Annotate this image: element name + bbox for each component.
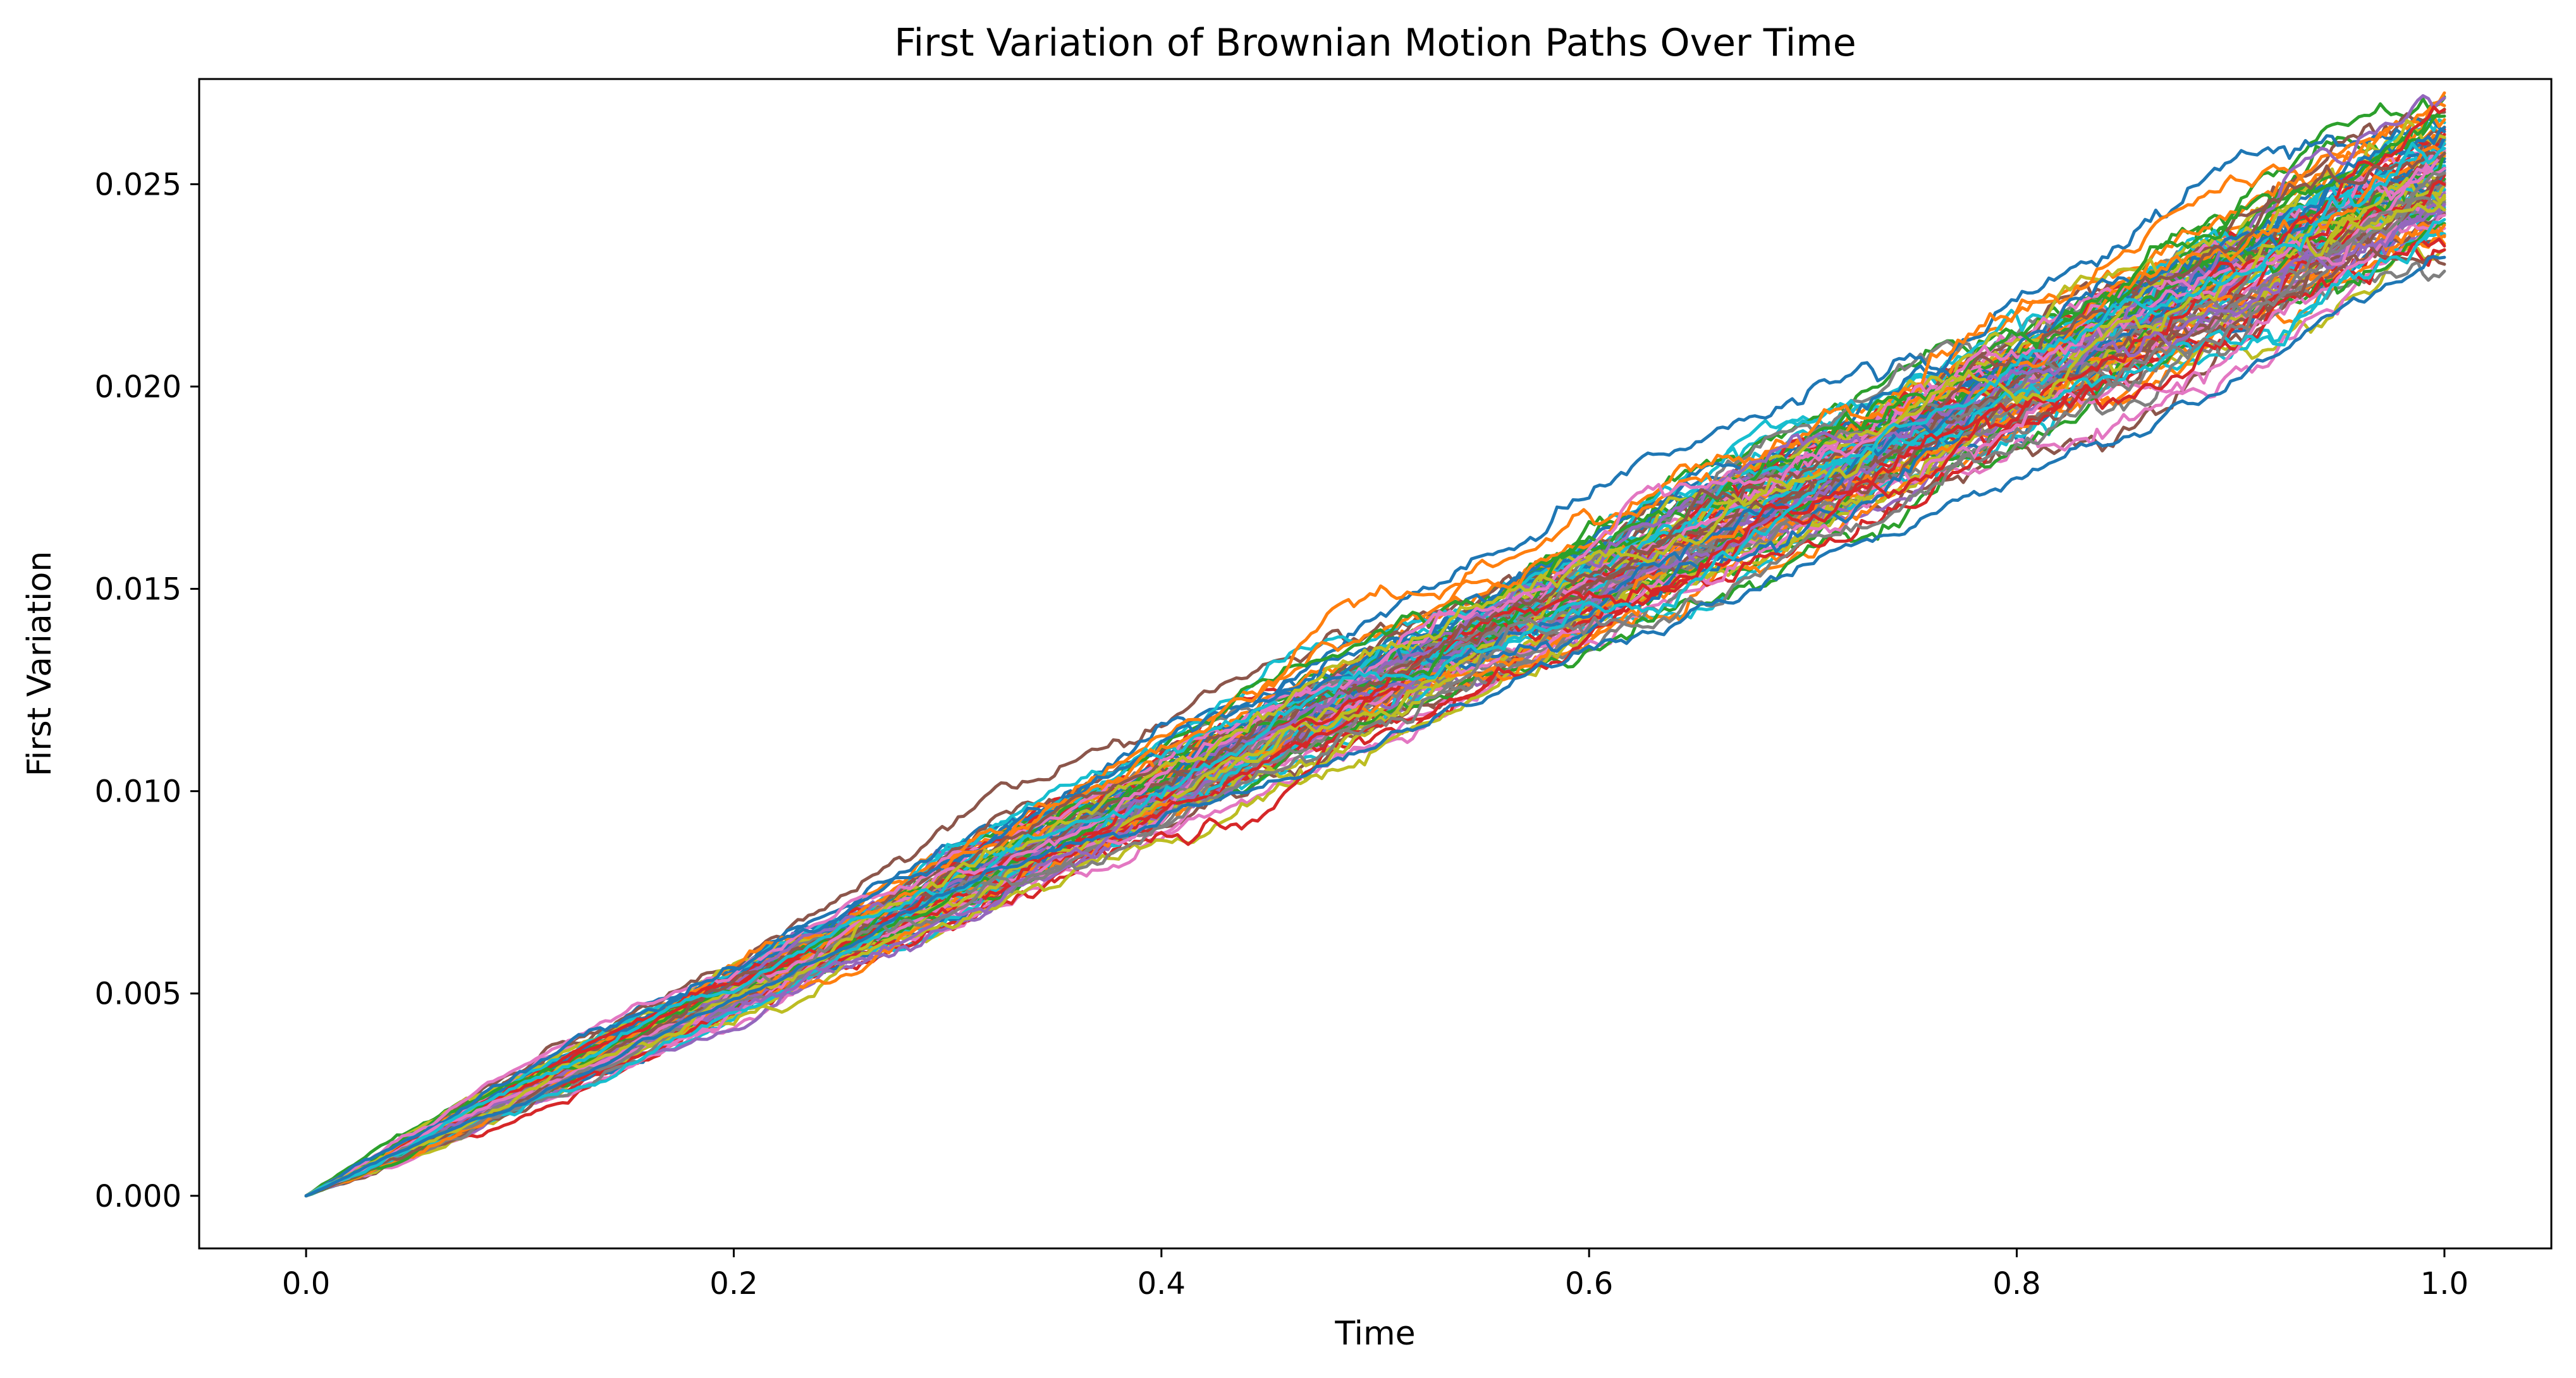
x-tick-label: 0.0: [282, 1266, 330, 1302]
series-line: [304, 165, 2446, 1198]
series-line: [304, 126, 2446, 1198]
x-axis: 0.0 0.2 0.4 0.6 0.8 1.0: [282, 1248, 2469, 1302]
y-tick-label: 0.020: [95, 370, 181, 405]
y-axis-label: First Variation: [21, 551, 59, 777]
series-line: [304, 255, 2446, 1198]
x-tick-label: 0.8: [1992, 1266, 2040, 1302]
y-tick-label: 0.010: [95, 774, 181, 810]
x-tick-label: 1.0: [2420, 1266, 2469, 1302]
x-tick-label: 0.2: [709, 1266, 757, 1302]
series-line: [304, 142, 2446, 1198]
y-tick-label: 0.005: [95, 977, 181, 1012]
chart-title: First Variation of Brownian Motion Paths…: [894, 21, 1856, 65]
series-line: [304, 105, 2446, 1198]
y-axis: 0.000 0.005 0.010 0.015 0.020 0.025: [95, 167, 199, 1214]
x-tick-label: 0.4: [1138, 1266, 1186, 1302]
plot-frame: [198, 78, 2553, 1250]
x-tick-label: 0.6: [1565, 1266, 1613, 1302]
series-line: [304, 151, 2446, 1198]
series-line: [304, 202, 2446, 1198]
series-line: [304, 237, 2446, 1198]
x-axis-label: Time: [1334, 1315, 1415, 1353]
y-tick-label: 0.025: [95, 167, 181, 202]
series-line: [304, 217, 2446, 1198]
y-tick-label: 0.015: [95, 572, 181, 607]
series-layer: [304, 91, 2446, 1198]
y-tick-label: 0.000: [95, 1179, 181, 1214]
